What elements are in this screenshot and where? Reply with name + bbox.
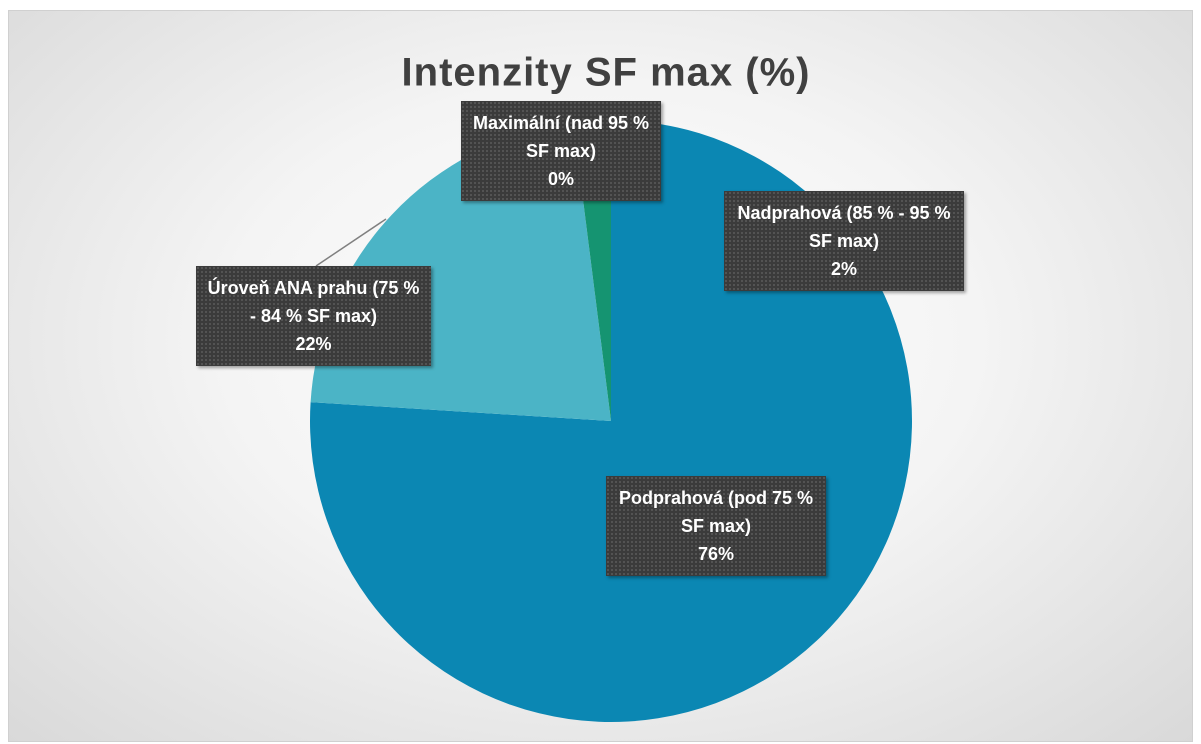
category-label: Maximální (nad 95 % SF max) [472,113,650,161]
value-label: 0% [547,169,574,189]
value-label: 2% [830,259,857,279]
value-label: 76% [697,544,735,564]
leader-line [315,218,387,267]
category-label: Nadprahová (85 % - 95 % SF max) [737,203,951,251]
data-label: Maximální (nad 95 % SF max) 0% [461,101,661,201]
category-label: Podprahová (pod 75 % SF max) [618,488,814,536]
value-label: 22% [295,334,332,354]
data-label: Podprahová (pod 75 % SF max) 76% [606,476,826,576]
chart-area: Intenzity SF max (%) Podprahová (pod 75 … [8,10,1193,742]
data-label: Úroveň ANA prahu (75 % - 84 % SF max) 22% [196,266,431,366]
chart-title: Intenzity SF max (%) [402,51,811,95]
category-label: Úroveň ANA prahu (75 % - 84 % SF max) [207,278,420,326]
data-label: Nadprahová (85 % - 95 % SF max) 2% [724,191,964,291]
